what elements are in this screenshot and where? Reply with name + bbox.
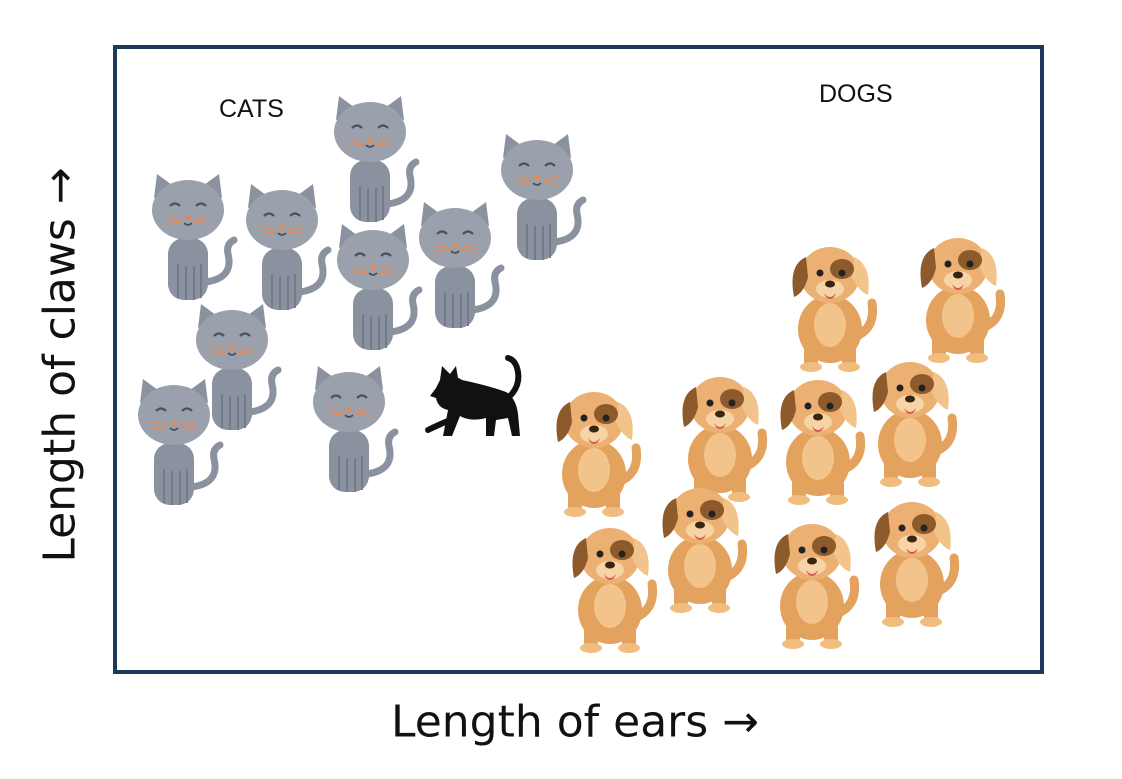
dog-icon [573, 528, 653, 653]
cat-icon [501, 134, 583, 260]
cat-icon [313, 366, 395, 492]
cat-icon [419, 202, 501, 328]
cat-icon [337, 224, 419, 350]
cat-icon [152, 174, 234, 300]
dogs-group-label: DOGS [819, 80, 893, 108]
dog-icon [873, 362, 953, 487]
dog-icon [663, 488, 743, 613]
dog-icon [921, 238, 1001, 363]
cat-icon [138, 379, 220, 505]
cat-icon [334, 96, 416, 222]
dog-icon [793, 247, 873, 372]
dog-icon [781, 380, 861, 505]
cat-icon [246, 184, 328, 310]
dog-icon [875, 502, 955, 627]
x-axis-label: Length of ears → [390, 696, 760, 748]
black-cat-silhouette-icon [425, 355, 522, 436]
dog-icon [775, 524, 855, 649]
cats-group-label: CATS [219, 95, 284, 123]
dog-icon [683, 377, 763, 502]
dog-icon [557, 392, 637, 517]
